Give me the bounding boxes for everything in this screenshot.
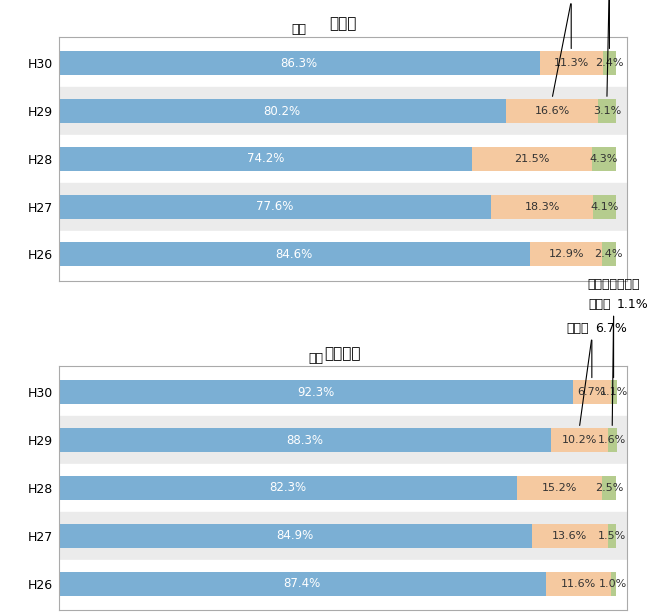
Text: 3.1%: 3.1% — [593, 106, 621, 116]
Text: 1.1%: 1.1% — [599, 387, 628, 397]
Text: 届いていない・: 届いていない・ — [588, 278, 640, 291]
Bar — [530, 243, 602, 266]
Bar — [58, 368, 627, 416]
Text: 1.5%: 1.5% — [598, 531, 626, 541]
Text: 11.3%: 11.3% — [554, 59, 589, 68]
Bar — [608, 524, 616, 548]
Bar — [58, 381, 573, 404]
Text: 4.3%: 4.3% — [590, 154, 618, 164]
Bar — [602, 243, 616, 266]
Text: 88.3%: 88.3% — [286, 434, 323, 447]
Bar — [610, 572, 616, 596]
Bar — [610, 381, 617, 404]
Bar — [517, 476, 602, 500]
Bar — [473, 147, 592, 171]
Bar — [58, 230, 627, 278]
Bar — [58, 572, 546, 596]
Bar — [593, 195, 616, 219]
Text: 11.6%: 11.6% — [560, 578, 596, 588]
Text: 2.5%: 2.5% — [595, 483, 623, 493]
Text: 77.6%: 77.6% — [256, 200, 294, 213]
Text: 16.6%: 16.6% — [534, 106, 569, 116]
Bar — [58, 524, 532, 548]
Title: 無延滞者: 無延滞者 — [324, 346, 361, 361]
Bar — [58, 147, 473, 171]
Text: 13.6%: 13.6% — [552, 531, 588, 541]
Text: 86.3%: 86.3% — [281, 57, 318, 70]
Bar — [573, 381, 610, 404]
Text: 87.4%: 87.4% — [283, 577, 321, 590]
Text: 見ない: 見ない — [567, 322, 589, 335]
Text: 4.1%: 4.1% — [590, 201, 619, 212]
Text: 1.0%: 1.0% — [599, 578, 627, 588]
Text: 10.2%: 10.2% — [562, 435, 597, 445]
Text: 84.9%: 84.9% — [277, 529, 314, 542]
Bar — [58, 87, 627, 135]
Bar — [608, 428, 617, 452]
Text: 1.6%: 1.6% — [598, 435, 627, 445]
Text: 見る: 見る — [308, 352, 323, 365]
Bar — [540, 51, 603, 75]
Text: 6.7%: 6.7% — [595, 322, 627, 335]
Bar — [58, 195, 491, 219]
Text: 12.9%: 12.9% — [549, 249, 584, 259]
Text: 21.5%: 21.5% — [515, 154, 550, 164]
Bar — [58, 99, 506, 123]
Bar — [532, 524, 608, 548]
Bar — [58, 183, 627, 230]
Bar — [58, 243, 530, 266]
Bar — [58, 39, 627, 87]
Text: 1.1%: 1.1% — [616, 298, 648, 311]
Text: 15.2%: 15.2% — [542, 483, 577, 493]
Text: その他: その他 — [588, 298, 611, 311]
Bar — [58, 135, 627, 183]
Text: 84.6%: 84.6% — [276, 248, 313, 261]
Bar — [58, 51, 540, 75]
Bar — [546, 572, 610, 596]
Text: 80.2%: 80.2% — [263, 105, 301, 118]
Text: 6.7%: 6.7% — [578, 387, 606, 397]
Bar — [551, 428, 608, 452]
Text: 2.4%: 2.4% — [595, 59, 623, 68]
Bar — [58, 476, 517, 500]
Title: 延滞者: 延滞者 — [329, 17, 357, 31]
Text: 74.2%: 74.2% — [247, 152, 284, 165]
Bar — [603, 51, 616, 75]
Bar — [58, 512, 627, 560]
Bar — [592, 147, 616, 171]
Bar — [602, 476, 616, 500]
Bar — [58, 464, 627, 512]
Bar — [58, 428, 551, 452]
Bar — [491, 195, 593, 219]
Text: 18.3%: 18.3% — [525, 201, 560, 212]
Bar — [58, 416, 627, 464]
Bar — [58, 560, 627, 607]
Text: 見る: 見る — [292, 23, 307, 36]
Bar — [506, 99, 598, 123]
Bar — [598, 99, 616, 123]
Text: 82.3%: 82.3% — [269, 482, 307, 495]
Text: 92.3%: 92.3% — [297, 386, 335, 399]
Text: 2.4%: 2.4% — [595, 249, 623, 259]
